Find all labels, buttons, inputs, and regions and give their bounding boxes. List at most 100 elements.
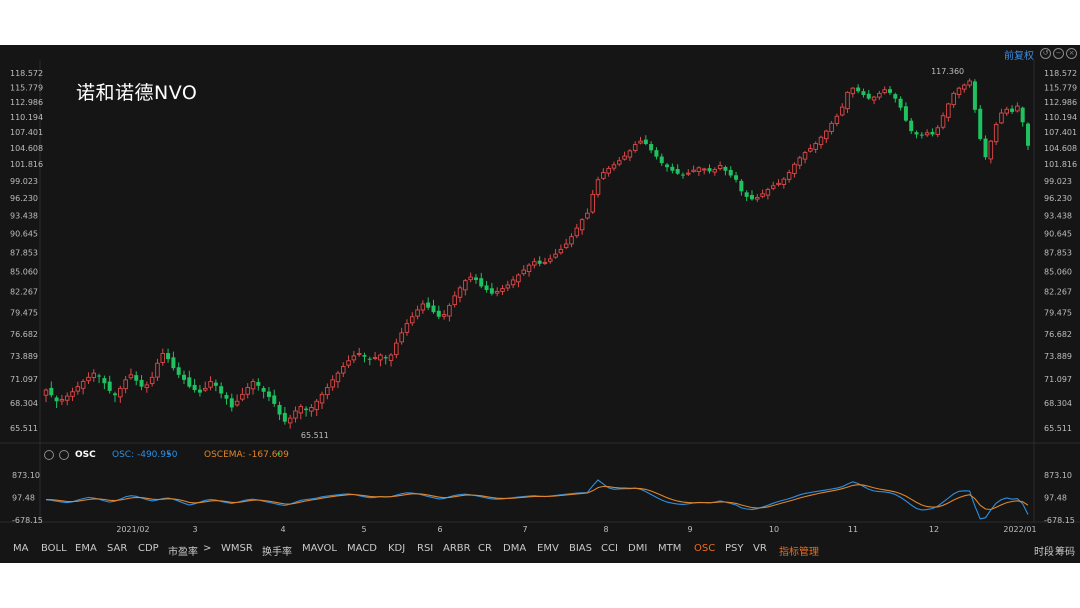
candle-body — [686, 172, 691, 175]
candle — [431, 299, 436, 314]
candle — [532, 258, 537, 269]
candle-body — [532, 261, 537, 266]
toolbar-item[interactable]: 指标管理 — [779, 547, 819, 558]
toolbar-item[interactable]: VR — [753, 543, 767, 554]
toolbar-item[interactable]: ARBR — [443, 543, 471, 554]
price-adjust-link[interactable]: 前复权 — [1004, 51, 1034, 62]
candle-body — [930, 131, 935, 135]
y-tick-left: 85.060 — [10, 268, 38, 277]
candle — [654, 147, 659, 160]
candle — [144, 381, 150, 393]
candle — [234, 394, 240, 407]
candle — [829, 120, 834, 135]
minus-icon[interactable]: − — [1053, 48, 1064, 59]
y-tick-right: 65.511 — [1044, 424, 1072, 433]
osc-indicator-name[interactable]: OSC — [75, 450, 96, 460]
candle — [877, 90, 882, 100]
toolbar-item[interactable]: KDJ — [388, 543, 406, 554]
candle-body — [919, 134, 924, 136]
toolbar-item[interactable]: CR — [478, 543, 492, 554]
candle — [728, 166, 733, 178]
toolbar-item[interactable]: CCI — [601, 543, 618, 554]
toolbar-item[interactable]: 换手率 — [262, 547, 292, 558]
candle-body — [946, 103, 951, 118]
toolbar-item[interactable]: OSC — [694, 543, 716, 554]
candle-body — [346, 360, 351, 366]
candle-body — [325, 387, 330, 396]
candle — [1026, 122, 1030, 151]
settings-icon[interactable] — [44, 450, 54, 460]
candle-body — [659, 156, 664, 164]
candle — [229, 393, 234, 412]
y-tick-left: 87.853 — [10, 248, 38, 257]
candle — [701, 167, 707, 175]
candle-body — [956, 87, 962, 95]
candle — [473, 274, 478, 284]
toolbar-item[interactable]: SAR — [107, 543, 128, 554]
candle — [871, 95, 877, 105]
toolbar-item[interactable]: > — [203, 543, 212, 554]
y-tick-right: 99.023 — [1044, 177, 1072, 186]
candle-body — [149, 376, 155, 385]
candle-body — [351, 355, 357, 361]
toolbar-right-item[interactable]: 时段 — [1034, 547, 1054, 558]
candle-body — [765, 189, 771, 196]
candle-body — [298, 406, 304, 414]
toolbar-item[interactable]: BIAS — [569, 543, 592, 554]
toolbar-item[interactable]: BOLL — [41, 543, 67, 554]
candle-body — [282, 412, 287, 422]
candle-body — [102, 378, 107, 384]
candle-body — [829, 122, 834, 132]
toolbar-item[interactable]: PSY — [725, 543, 744, 554]
toolbar-item[interactable]: RSI — [417, 543, 434, 554]
toolbar-item[interactable]: MAVOL — [302, 543, 337, 554]
toolbar-item[interactable]: 市盈率 — [168, 547, 198, 558]
close-icon[interactable]: × — [1066, 48, 1077, 59]
y-tick-right: 85.060 — [1044, 268, 1072, 277]
undo-icon[interactable]: ↺ — [1040, 48, 1051, 59]
candle-body — [701, 168, 707, 171]
toolbar-item[interactable]: MA — [13, 543, 29, 554]
y-tick-left: 107.401 — [10, 128, 43, 137]
toolbar-item[interactable]: WMSR — [221, 543, 253, 554]
candle — [744, 190, 749, 202]
info-icon[interactable] — [59, 450, 69, 460]
candle — [962, 83, 967, 93]
candle — [909, 118, 914, 134]
candle — [314, 398, 319, 416]
candle-body — [97, 375, 102, 377]
toolbar-item[interactable]: DMI — [628, 543, 648, 554]
candle-body — [887, 89, 892, 93]
candle-body — [431, 305, 436, 313]
candle-body — [505, 284, 511, 289]
y-tick-right: 76.682 — [1044, 330, 1072, 339]
toolbar-item[interactable]: MTM — [658, 543, 682, 554]
toolbar-item[interactable]: EMA — [75, 543, 97, 554]
x-tick: 10 — [769, 525, 779, 534]
toolbar-right-item[interactable]: 筹码 — [1055, 547, 1075, 558]
candle-body — [473, 277, 478, 280]
candle — [399, 327, 404, 345]
candle — [362, 352, 367, 363]
candle — [176, 362, 181, 379]
candle-body — [983, 138, 988, 158]
toolbar-item[interactable]: MACD — [347, 543, 377, 554]
candle-body — [272, 395, 277, 404]
candle-body — [712, 169, 718, 173]
candle-body — [49, 387, 54, 396]
candle-body — [521, 269, 526, 275]
candle-body — [866, 93, 871, 99]
candle-body — [410, 316, 415, 324]
candle — [410, 312, 415, 326]
candle — [548, 254, 553, 264]
candle-body — [972, 81, 977, 110]
candle — [951, 91, 956, 109]
candle-body — [261, 388, 266, 392]
x-tick: 11 — [848, 525, 858, 534]
candle — [638, 136, 643, 145]
toolbar-item[interactable]: CDP — [138, 543, 159, 554]
toolbar-item[interactable]: EMV — [537, 543, 559, 554]
toolbar-item[interactable]: DMA — [503, 543, 527, 554]
y-tick-left: 115.779 — [10, 83, 43, 92]
